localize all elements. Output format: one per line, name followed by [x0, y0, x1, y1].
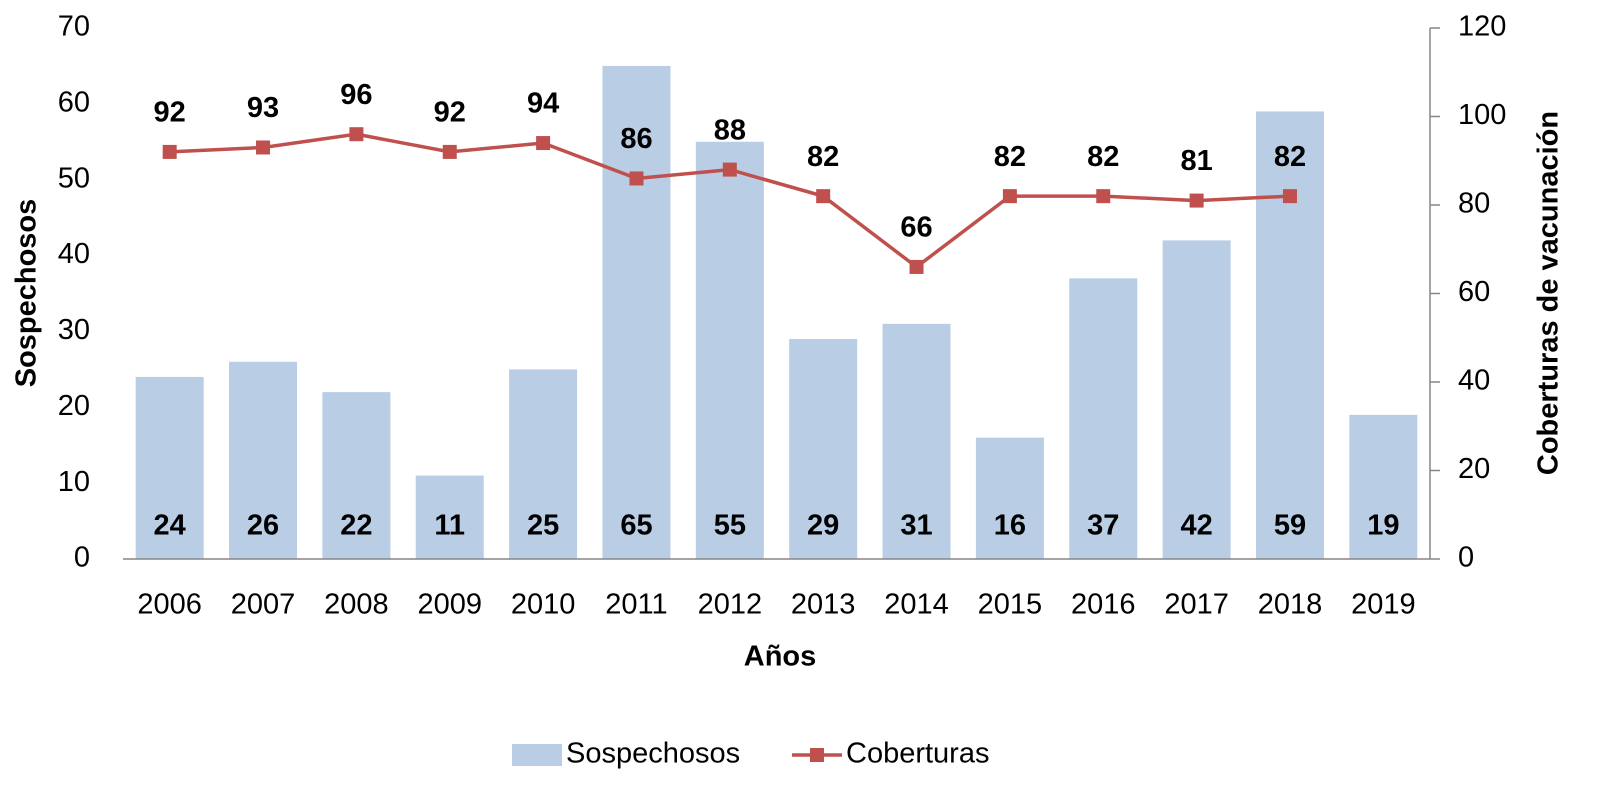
line-value-label: 92: [434, 97, 466, 129]
bar-value-label: 11: [434, 510, 465, 542]
line-value-label: 88: [714, 114, 746, 146]
bar-value-label: 59: [1274, 510, 1306, 542]
bar: [135, 376, 204, 559]
y2-tick-label: 40: [1458, 365, 1490, 397]
x-tick-label: 2013: [791, 589, 856, 621]
y2-tick-label: 20: [1458, 453, 1490, 485]
line-marker: [1002, 189, 1017, 204]
bar: [1069, 278, 1138, 559]
line-value-label: 66: [900, 212, 932, 244]
y-tick-label: 60: [58, 87, 90, 119]
bar-value-label: 37: [1087, 510, 1119, 542]
x-tick-label: 2017: [1164, 589, 1229, 621]
bar-value-label: 55: [714, 510, 746, 542]
line-value-label: 82: [1274, 141, 1306, 173]
y-tick-label: 30: [58, 314, 90, 346]
bar: [229, 361, 298, 559]
bar: [322, 392, 391, 559]
line-marker: [1282, 189, 1297, 204]
line-marker: [442, 144, 457, 159]
bar-value-label: 29: [807, 510, 839, 542]
y-tick-label: 20: [58, 390, 90, 422]
x-tick-label: 2012: [698, 589, 763, 621]
line-marker: [629, 171, 644, 186]
x-tick-label: 2015: [978, 589, 1043, 621]
bar: [789, 339, 858, 559]
legend-label: Coberturas: [846, 738, 989, 770]
line-value-label: 86: [620, 123, 652, 155]
line-marker: [1096, 189, 1111, 204]
y2-tick-label: 100: [1458, 99, 1506, 131]
line-marker: [816, 189, 831, 204]
y-tick-label: 0: [74, 542, 90, 574]
y2-axis-label: Coberturas de vacunación: [1533, 111, 1565, 475]
line-value-label: 92: [154, 97, 186, 129]
y-axis-label: Sospechosos: [11, 199, 43, 388]
line-value-label: 82: [807, 141, 839, 173]
y2-tick-label: 120: [1458, 11, 1506, 43]
y2-tick-label: 0: [1458, 542, 1474, 574]
bar-value-label: 26: [247, 510, 279, 542]
legend-swatch: [512, 744, 562, 766]
line-marker: [722, 162, 737, 177]
x-tick-label: 2009: [417, 589, 482, 621]
line-value-label: 93: [247, 92, 279, 124]
bar: [602, 65, 671, 559]
x-tick-label: 2014: [884, 589, 949, 621]
legend-label: Sospechosos: [566, 738, 740, 770]
y-tick-label: 10: [58, 466, 90, 498]
x-tick-label: 2007: [231, 589, 296, 621]
bar: [1349, 414, 1418, 559]
line-value-label: 96: [340, 79, 372, 111]
line-marker: [349, 127, 364, 142]
x-tick-label: 2008: [324, 589, 389, 621]
bar-value-label: 31: [900, 510, 932, 542]
bar: [1162, 240, 1231, 559]
line-marker: [162, 144, 177, 159]
y-tick-label: 70: [58, 11, 90, 43]
bar: [882, 323, 951, 559]
bar: [509, 369, 578, 559]
bar: [1255, 111, 1324, 559]
bar-value-label: 24: [154, 510, 186, 542]
x-tick-label: 2011: [605, 589, 667, 621]
x-tick-label: 2010: [511, 589, 576, 621]
line-marker: [909, 259, 924, 274]
y2-tick-label: 80: [1458, 188, 1490, 220]
bar: [415, 475, 484, 559]
line-marker: [256, 140, 271, 155]
bar: [975, 437, 1044, 559]
bar-value-label: 22: [340, 510, 372, 542]
line-marker: [536, 136, 551, 151]
bar-value-label: 42: [1180, 510, 1212, 542]
y2-tick-label: 60: [1458, 276, 1490, 308]
bar-value-label: 19: [1367, 510, 1399, 542]
bar-value-label: 65: [620, 510, 652, 542]
bar-value-label: 25: [527, 510, 559, 542]
bar: [695, 141, 764, 560]
line-value-label: 82: [994, 141, 1026, 173]
line-value-label: 82: [1087, 141, 1119, 173]
y-tick-label: 50: [58, 162, 90, 194]
x-tick-label: 2019: [1351, 589, 1416, 621]
x-axis-label: Años: [744, 641, 817, 673]
line-marker: [1189, 193, 1204, 208]
y-tick-label: 40: [58, 238, 90, 270]
line-value-label: 94: [527, 88, 559, 120]
x-tick-label: 2016: [1071, 589, 1136, 621]
legend-marker: [810, 748, 824, 762]
line-value-label: 81: [1180, 145, 1212, 177]
x-tick-label: 2018: [1258, 589, 1323, 621]
x-tick-label: 2006: [137, 589, 202, 621]
bar-value-label: 16: [994, 510, 1026, 542]
